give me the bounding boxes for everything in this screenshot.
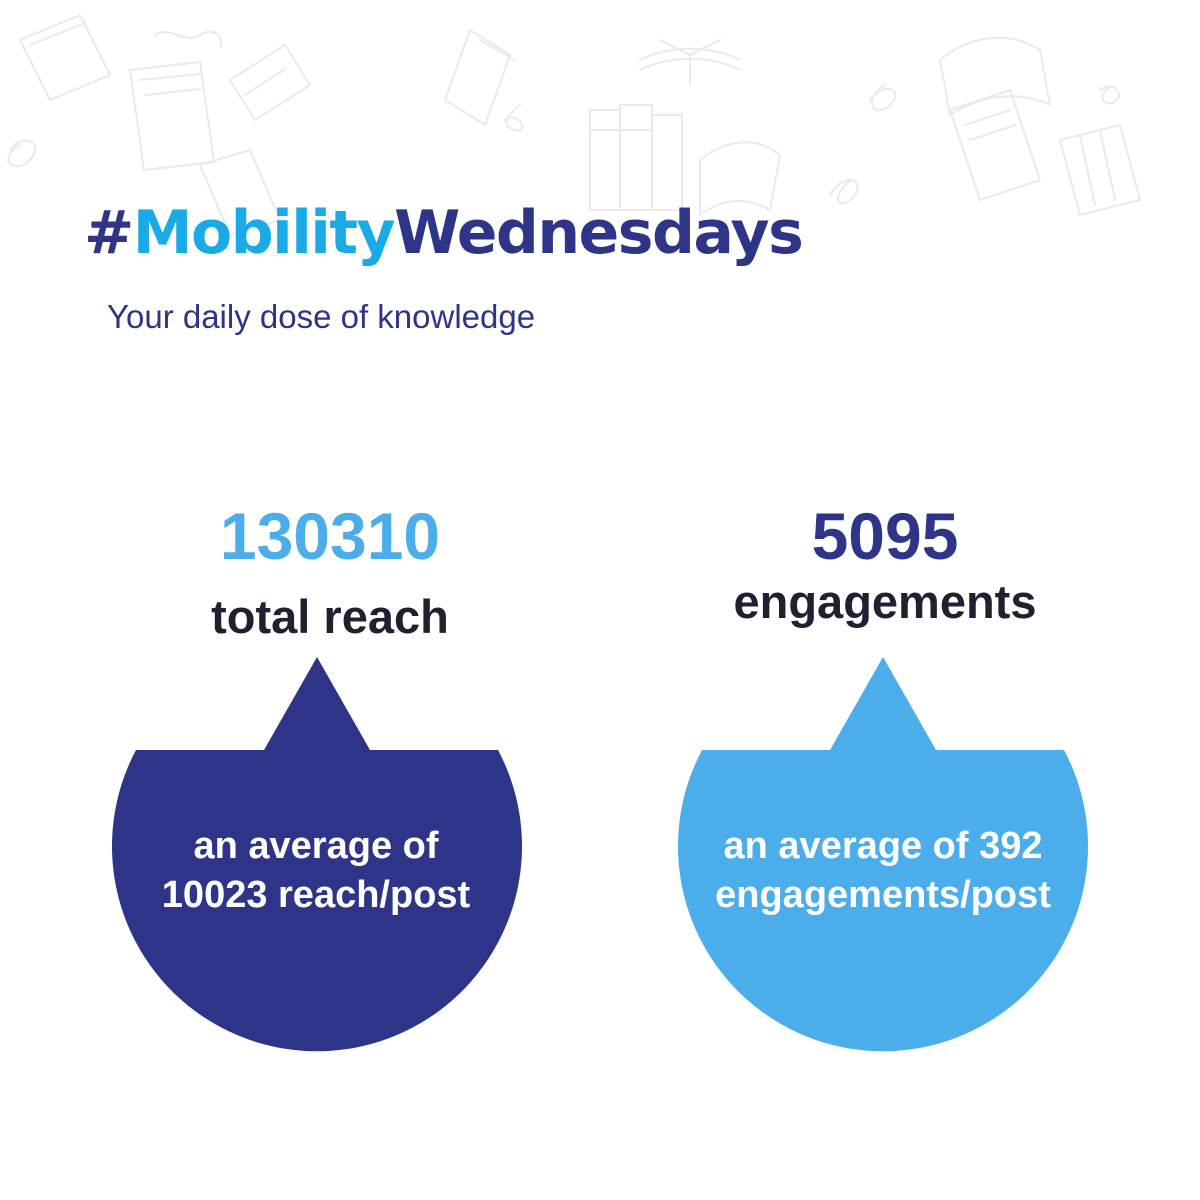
stat-total-reach: 130310 total reach <box>50 503 610 645</box>
title-part-wednesdays: Wednesdays <box>394 198 804 268</box>
bubble-line: an average of <box>193 825 439 867</box>
stat-engagements: 5095 engagements <box>605 503 1165 630</box>
stat-label: engagements <box>733 575 1037 628</box>
bubble-line: engagements/post <box>715 874 1051 916</box>
title-part-mobility: Mobility <box>132 198 396 268</box>
book-doodle-pattern-icon <box>7 14 1141 236</box>
page-subtitle: Your daily dose of knowledge <box>107 298 536 335</box>
bubble-line: an average of 392 <box>723 825 1043 867</box>
stat-value: 5095 <box>811 499 959 573</box>
droplet-sky <box>677 657 1088 1052</box>
bubble-line: 10023 reach/post <box>161 874 471 916</box>
bubble-text-engagements: an average of 392 engagements/post <box>673 822 1093 920</box>
page-title: #MobilityWednesdays <box>84 198 804 268</box>
stat-value: 130310 <box>219 499 441 573</box>
hashtag: # <box>84 198 134 268</box>
bubble-text-reach: an average of 10023 reach/post <box>106 822 526 920</box>
stat-label: total reach <box>211 590 449 643</box>
droplet-navy <box>111 657 522 1052</box>
